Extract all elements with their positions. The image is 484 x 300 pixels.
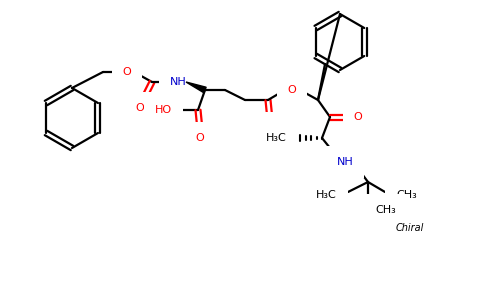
Text: NH: NH [337, 157, 353, 167]
Text: O: O [354, 112, 363, 122]
Text: Chiral: Chiral [396, 223, 424, 233]
Text: NH: NH [169, 77, 186, 87]
Text: O: O [196, 133, 204, 143]
Text: H₃C: H₃C [316, 190, 337, 200]
Text: CH₃: CH₃ [375, 205, 396, 215]
Text: HO: HO [155, 105, 172, 115]
Text: CH₃: CH₃ [396, 190, 417, 200]
Text: H₃C: H₃C [266, 133, 287, 143]
Text: O: O [287, 85, 296, 95]
Text: O: O [266, 123, 274, 133]
Polygon shape [186, 82, 206, 93]
Text: O: O [122, 67, 131, 77]
Text: O: O [136, 103, 144, 113]
